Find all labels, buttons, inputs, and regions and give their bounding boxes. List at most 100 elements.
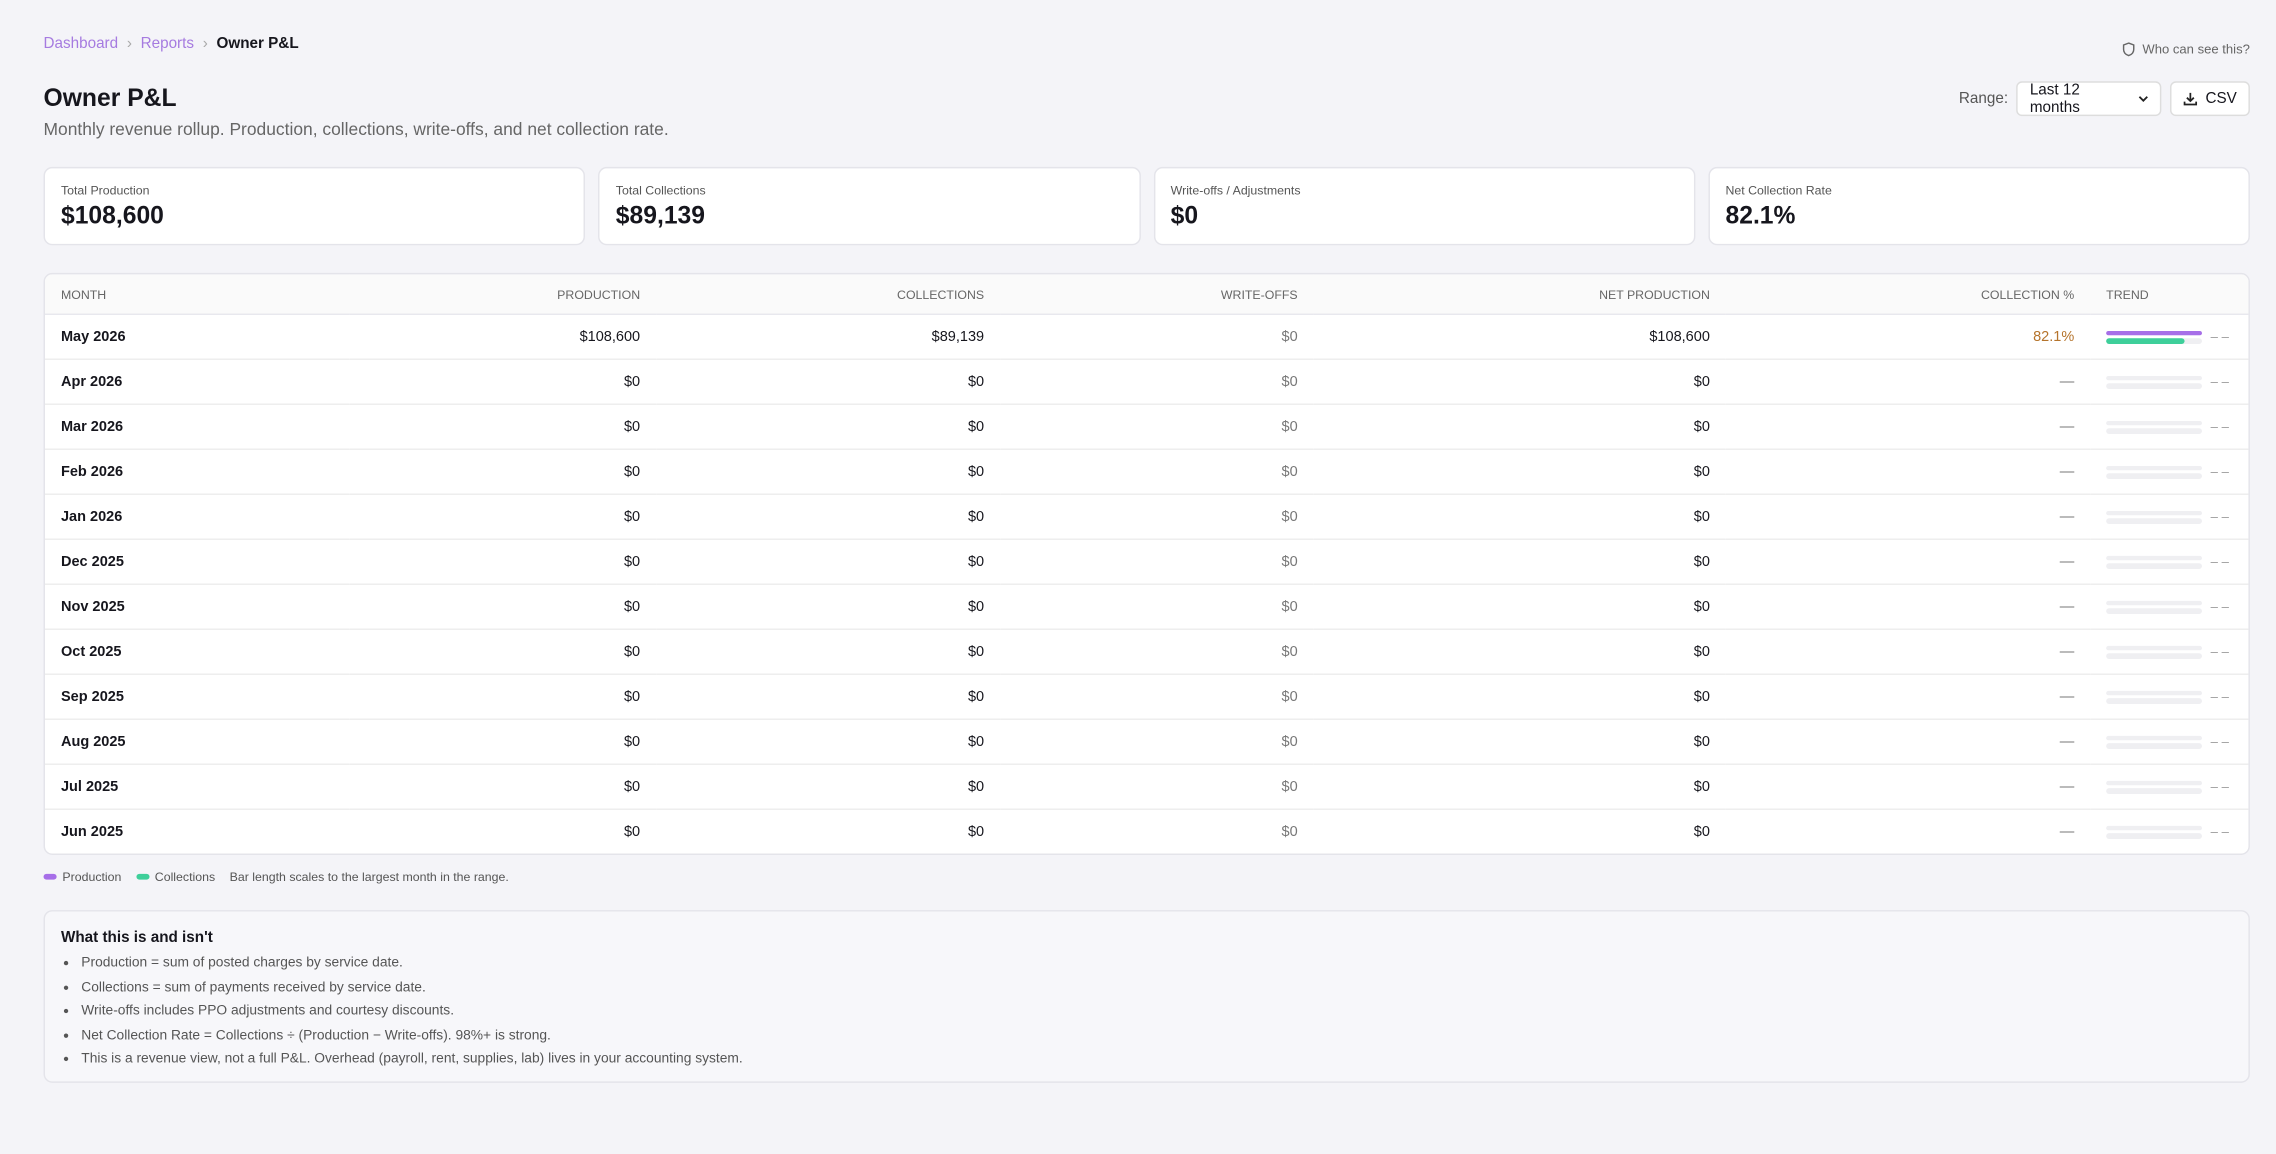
legend-item: Production <box>43 869 121 884</box>
trend: – – <box>2106 509 2235 524</box>
separator: › <box>126 34 132 53</box>
kpi-label: Net Collection Rate <box>1725 182 1832 198</box>
kpi-label: Total Production <box>60 182 150 198</box>
net-cell: $0 <box>1313 404 1726 450</box>
trend-cell: – – <box>2090 584 2249 630</box>
collections-bar <box>2106 338 2185 344</box>
table-row: Nov 2025 $0 $0 $0 $0— – – <box>44 584 2249 630</box>
column-header: NET PRODUCTION <box>1313 274 1726 315</box>
bar-track <box>2106 780 2202 786</box>
crumb-link[interactable]: Dashboard <box>43 34 119 53</box>
month-cell: Aug 2025 <box>44 719 350 765</box>
trend-bars <box>2106 825 2202 839</box>
trend-bars <box>2106 600 2202 614</box>
header-row: MONTH PRODUCTION COLLECTIONS WRITE-OFFS NET … <box>44 274 2249 315</box>
bar-track <box>2106 735 2202 741</box>
kpi-label: Total Collections <box>615 182 706 198</box>
trend-cell: – – <box>2090 494 2249 540</box>
kpi-card: Total Production $108,600 <box>43 166 586 246</box>
table-card: MONTH PRODUCTION COLLECTIONS WRITE-OFFS NET … <box>43 272 2250 855</box>
trend-bars <box>2106 690 2202 704</box>
table-row: Aug 2025 $0 $0 $0 $0— – – <box>44 719 2249 765</box>
writeoffs-cell: $0 <box>1000 584 1314 630</box>
net-cell: $0 <box>1313 539 1726 585</box>
bar-track <box>2106 510 2202 516</box>
month-cell: May 2026 <box>44 314 350 360</box>
rate-cell: — <box>1725 719 2091 765</box>
month-cell: Jan 2026 <box>44 494 350 540</box>
production-cell: $0 <box>349 629 657 675</box>
month-cell: Jul 2025 <box>44 764 350 810</box>
trend: – – <box>2106 374 2235 389</box>
bar-track <box>2106 563 2202 569</box>
select-value: Last 12 months <box>2029 81 2080 117</box>
trend-cell: – – <box>2090 539 2249 585</box>
bar-track <box>2106 420 2202 426</box>
trend-bars <box>2106 735 2202 749</box>
trend-bars <box>2106 510 2202 524</box>
link-text: Who can see this? <box>2142 42 2250 57</box>
production-cell: $0 <box>349 719 657 765</box>
month-cell: Sep 2025 <box>44 674 350 720</box>
trend-text: – – <box>2210 554 2229 569</box>
trend-text: – – <box>2210 599 2229 614</box>
kpi-card: Write-offs / Adjustments $0 <box>1153 166 1696 246</box>
column-header: PRODUCTION <box>349 274 657 315</box>
bar-track <box>2106 743 2202 749</box>
collections-cell: $0 <box>656 539 1001 585</box>
column-header: TREND <box>2090 274 2249 315</box>
trend-text: – – <box>2210 329 2229 345</box>
rate-cell: — <box>1725 494 2091 540</box>
legend-swatch <box>43 873 57 880</box>
button-text: CSV <box>2205 89 2237 108</box>
kpi-card: Total Collections $89,139 <box>598 166 1141 246</box>
writeoffs-cell: $0 <box>1000 539 1314 585</box>
range-select[interactable]: Last 12 months <box>2016 81 2162 117</box>
legend: Production Collections Bar length scales t… <box>43 869 509 884</box>
rate-cell: — <box>1725 449 2091 495</box>
collections-cell: $0 <box>967 823 985 840</box>
csv-button[interactable]: CSV <box>2170 81 2250 117</box>
bar-track <box>2106 338 2202 344</box>
production-cell: $0 <box>349 359 657 405</box>
legend-swatch <box>135 873 149 880</box>
trend-bars <box>2106 330 2202 344</box>
separator: › <box>202 34 208 53</box>
visibility-link[interactable]: Who can see this? <box>2122 42 2250 57</box>
note-item: Net Collection Rate = Collections ÷ (Pro… <box>81 1024 2232 1048</box>
trend-cell: – – <box>2090 314 2249 360</box>
trend-cell: – – <box>2090 674 2249 720</box>
notes-card: What this is and isn't Production = sum … <box>43 910 2250 1083</box>
collections-cell: $89,139 <box>656 314 1001 360</box>
column-header: MONTH <box>44 274 350 315</box>
kpi-value: 82.1% <box>1725 201 1796 230</box>
writeoffs-cell: $0 <box>1000 359 1314 405</box>
production-cell: $0 <box>623 823 641 840</box>
bar-track <box>2106 690 2202 696</box>
net-cell: $0 <box>1313 719 1726 765</box>
net-cell: $0 <box>1313 359 1726 405</box>
trend-text: – – <box>2210 734 2229 749</box>
bar-track <box>2106 330 2202 336</box>
trend-cell: – – <box>2090 629 2249 675</box>
production-cell: $0 <box>349 449 657 495</box>
month-cell: Dec 2025 <box>44 539 350 585</box>
crumb-current: Owner P&L <box>216 34 299 53</box>
kpi-value: $108,600 <box>60 201 164 230</box>
bar-track <box>2106 645 2202 651</box>
bar-track <box>2106 825 2202 831</box>
legend-note: Bar length scales to the largest month i… <box>229 869 509 884</box>
trend-bars <box>2106 465 2202 479</box>
net-cell: $0 <box>1313 494 1726 540</box>
writeoffs-cell: $0 <box>1000 449 1314 495</box>
bar-track <box>2106 518 2202 524</box>
table-body: May 2026 $108,600 $89,139 $0 $108,600 82.1% – … <box>44 314 2249 853</box>
crumb-link[interactable]: Reports <box>140 34 194 53</box>
trend-text: – – <box>2210 464 2229 480</box>
pl-table: MONTH PRODUCTION COLLECTIONS WRITE-OFFS NET … <box>44 274 2249 853</box>
kpi-value: $0 <box>1170 201 1199 230</box>
bar-track <box>2106 383 2202 389</box>
trend-text: – – <box>2210 824 2229 839</box>
